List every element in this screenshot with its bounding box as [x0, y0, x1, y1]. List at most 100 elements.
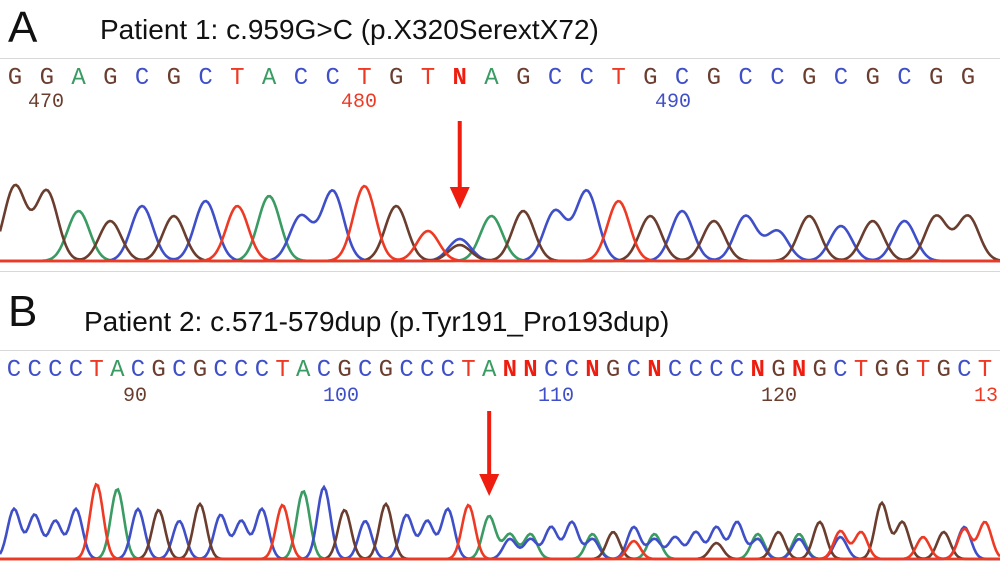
panel-a-trace [0, 121, 1000, 263]
base-call: C [68, 357, 84, 384]
panel-a-positions: 470 480 490 [0, 91, 1000, 115]
base-call: G [801, 65, 817, 92]
base-call: G [337, 357, 352, 384]
base-call: G [166, 65, 182, 92]
base-call: T [89, 357, 104, 384]
base-call: N [750, 357, 765, 384]
trace-a [0, 194, 1000, 263]
base-call: T [977, 357, 993, 384]
base-call: T [461, 357, 476, 384]
base-call: G [865, 65, 880, 92]
base-call: G [388, 65, 404, 92]
trace-c [0, 484, 1000, 561]
base-call: C [316, 357, 332, 384]
base-call: C [213, 357, 228, 384]
panel-b-title: Patient 2: c.571-579dup (p.Tyr191_Pro193… [84, 306, 670, 337]
base-call: C [833, 65, 849, 92]
base-call: N [585, 357, 600, 384]
base-call: C [440, 357, 456, 384]
base-call: G [960, 65, 976, 92]
base-call: T [420, 65, 436, 92]
base-call: C [254, 357, 270, 384]
position-label: 90 [123, 385, 148, 408]
panel-b-trace [0, 411, 1000, 561]
base-call: G [605, 357, 621, 384]
base-call: T [915, 357, 931, 384]
base-call: N [502, 357, 518, 384]
base-call: C [729, 357, 745, 384]
base-call: T [853, 357, 869, 384]
base-call: C [833, 357, 848, 384]
position-label: 100 [323, 385, 360, 408]
base-call: C [198, 65, 213, 92]
base-call: N [647, 357, 662, 384]
base-call: G [516, 65, 531, 92]
base-call: C [547, 65, 563, 92]
base-call: C [709, 357, 724, 384]
base-call: G [812, 357, 827, 384]
base-call: C [674, 65, 690, 92]
panel-b-positions: 90 100 110 120 13 [0, 385, 1000, 409]
base-call: T [611, 65, 626, 92]
base-call: C [667, 357, 683, 384]
position-label: 120 [761, 385, 798, 408]
base-call: N [523, 357, 538, 384]
base-call: G [378, 357, 394, 384]
base-call: C [626, 357, 641, 384]
base-call: C [419, 357, 435, 384]
base-call: C [543, 357, 559, 384]
base-call: T [230, 65, 245, 92]
trace-g [0, 183, 1000, 263]
base-call: C [564, 357, 579, 384]
base-call: C [579, 65, 594, 92]
trace-t [0, 184, 1000, 263]
base-call: C [134, 65, 150, 92]
base-call: A [484, 65, 499, 92]
mutation-arrow-head [479, 474, 500, 496]
position-label: 110 [538, 385, 575, 408]
mutation-arrow-head [449, 187, 470, 209]
panel-b-letter: B [8, 287, 38, 336]
position-label: 470 [28, 91, 65, 114]
base-call: G [936, 357, 951, 384]
base-call: A [261, 65, 277, 92]
base-call: C [6, 357, 22, 384]
base-call: G [771, 357, 786, 384]
base-call: C [688, 357, 703, 384]
base-call: G [192, 357, 208, 384]
base-call: C [172, 357, 187, 384]
base-call: C [770, 65, 785, 92]
base-call: T [357, 65, 372, 92]
base-call: C [293, 65, 309, 92]
base-call: C [325, 65, 340, 92]
base-call: C [738, 65, 753, 92]
base-call: G [929, 65, 944, 92]
base-call: A [481, 357, 497, 384]
base-call: G [103, 65, 118, 92]
base-call: C [358, 357, 373, 384]
base-call: G [7, 65, 23, 92]
base-call: G [706, 65, 722, 92]
panel-a-letter: A [8, 3, 38, 52]
base-call: A [71, 65, 86, 92]
base-call: A [110, 357, 125, 384]
base-call: G [895, 357, 910, 384]
base-call: G [874, 357, 889, 384]
base-call: N [452, 65, 467, 92]
base-call: C [897, 65, 912, 92]
base-call: C [27, 357, 42, 384]
base-call: A [296, 357, 311, 384]
base-call: N [791, 357, 807, 384]
base-call: C [957, 357, 972, 384]
base-call: C [48, 357, 63, 384]
base-call: G [151, 357, 166, 384]
base-call: G [39, 65, 54, 92]
base-call: T [275, 357, 290, 384]
panel-a-title: Patient 1: c.959G>C (p.X320SerextX72) [100, 14, 599, 45]
base-call: C [130, 357, 146, 384]
base-call: C [399, 357, 414, 384]
